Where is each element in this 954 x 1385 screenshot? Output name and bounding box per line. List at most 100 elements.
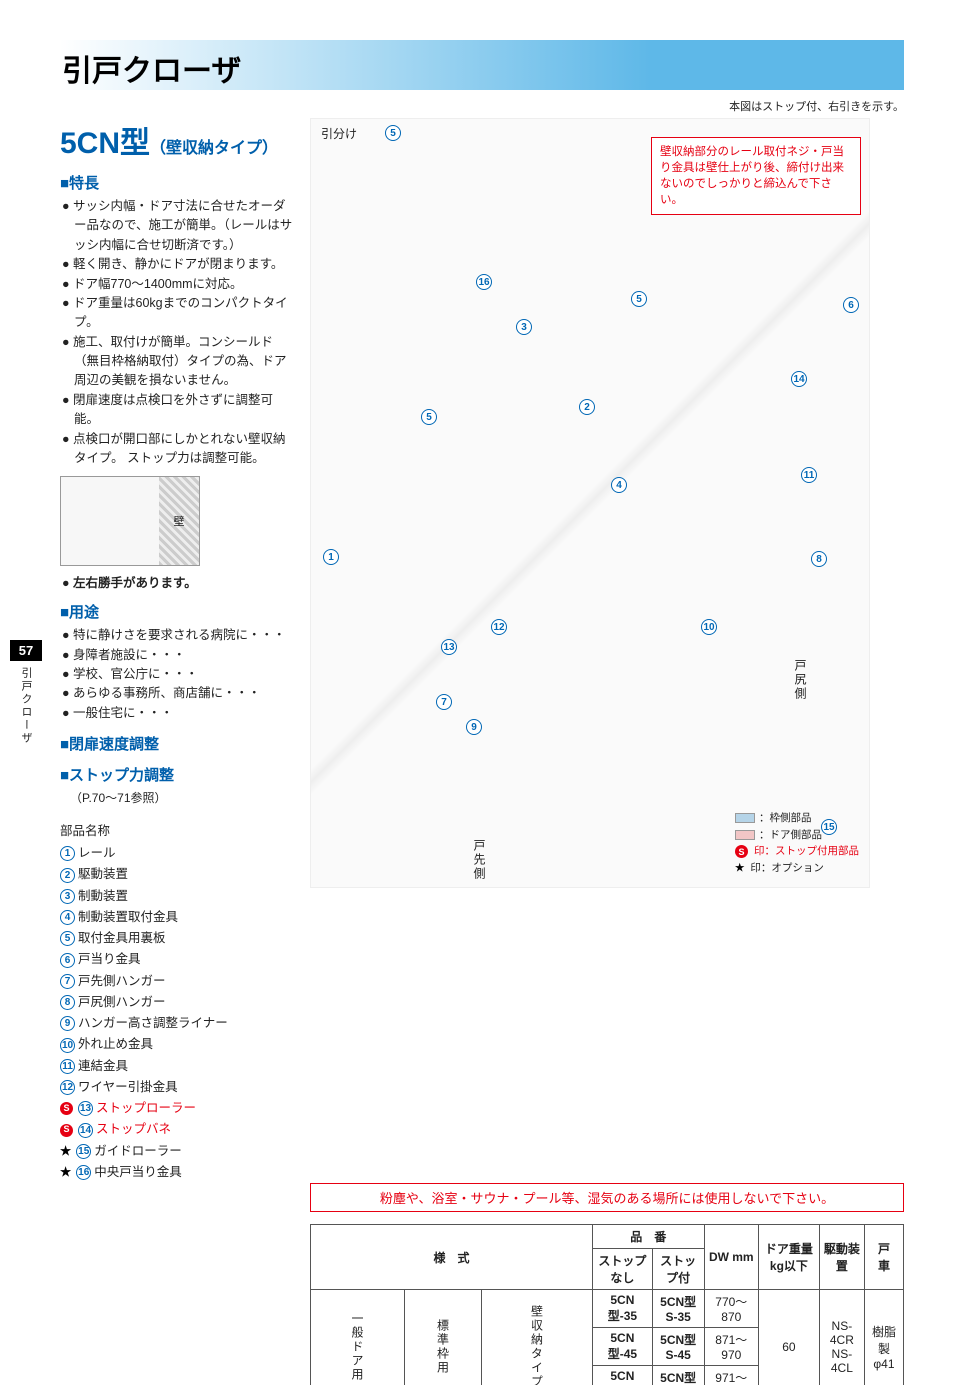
diagram-label: 7: [436, 694, 452, 710]
diagram-label: 5: [421, 409, 437, 425]
inset-label: 引分け: [321, 125, 357, 142]
part-item: 3制動装置: [60, 886, 295, 907]
spec-table: 様 式 品 番 DW mm ドア重量 kg以下 駆動装置 戸 車 ストップなし …: [310, 1224, 904, 1385]
page-ref: （P.70〜71参照）: [70, 789, 295, 806]
legend-frame-label: ：枠側部品: [759, 810, 812, 827]
cell-withstop: 5CN型S-45: [652, 1328, 704, 1366]
diagram-label: 4: [611, 477, 627, 493]
part-item: S14ストップバネ: [60, 1119, 295, 1140]
feature-item: ドア重量は60kgまでのコンパクトタイプ。: [62, 294, 295, 333]
left-column: 5CN型（壁収納タイプ） ■特長 サッシ内幅・ドア寸法に合せたオーダー品なので、…: [60, 118, 295, 1183]
legend-star-label: 印：オプション: [750, 860, 824, 877]
cell-dw: 770〜 870: [704, 1290, 758, 1328]
rowgroup-3: 壁収納タイプ: [482, 1290, 593, 1385]
rowgroup-2: 標準枠用: [405, 1290, 482, 1385]
cell-dw: 871〜 970: [704, 1328, 758, 1366]
cell-wheel: 樹脂製 φ41: [864, 1290, 903, 1385]
features-head: ■特長: [60, 172, 295, 193]
part-item: 1レール: [60, 843, 295, 864]
part-item: 6戸当り金具: [60, 949, 295, 970]
model-heading: 5CN型（壁収納タイプ）: [60, 118, 295, 162]
use-item: 一般住宅に・・・: [62, 704, 295, 723]
th-dw: DW mm: [704, 1225, 758, 1290]
th-nostop: ストップなし: [593, 1249, 653, 1290]
legend-frame: ：枠側部品: [735, 810, 859, 827]
diagram-label: 2: [579, 399, 595, 415]
page-title: 引戸クローザ: [60, 46, 241, 90]
diagram-label: 9: [466, 719, 482, 735]
cell-nostop: 5CN型-35: [593, 1290, 653, 1328]
legend-door: ：ドア側部品: [735, 827, 859, 844]
diagram-label: 10: [701, 619, 717, 635]
right-area: 引分け 壁収納部分のレール取付ネジ・戸当り金具は壁仕上がり後、締付け出来ないので…: [310, 118, 904, 888]
table-row: 一般ドア用標準枠用壁収納タイプ5CN型-355CN型S-35770〜 87060…: [311, 1290, 904, 1328]
legend-s-label: 印：ストップ付用部品: [754, 843, 859, 860]
part-item: 8戸尻側ハンガー: [60, 992, 295, 1013]
top-note: 本図はストップ付、右引きを示す。: [60, 98, 904, 114]
part-item: 9ハンガー高さ調整ライナー: [60, 1013, 295, 1034]
cell-dw: 971〜1400: [704, 1366, 758, 1385]
part-item: 7戸先側ハンガー: [60, 971, 295, 992]
part-item: ★15ガイドローラー: [60, 1141, 295, 1162]
part-item: S13ストップローラー: [60, 1098, 295, 1119]
th-drive: 駆動装置: [819, 1225, 864, 1290]
lr-note: ● 左右勝手があります。: [62, 572, 295, 591]
diagram-label: 13: [441, 639, 457, 655]
diagram-label: 6: [843, 297, 859, 313]
use-item: あらゆる事務所、商店舗に・・・: [62, 684, 295, 703]
feature-item: 点検口が開口部にしかとれない壁収納タイプ。 ストップ力は調整可能。: [62, 430, 295, 469]
wall-label: 壁: [159, 477, 199, 565]
warning-bar: 粉塵や、浴室・サウナ・プール等、湿気のある場所には使用しないで下さい。: [310, 1183, 904, 1212]
diagram-label: 16: [476, 274, 492, 290]
feature-item: サッシ内幅・ドア寸法に合せたオーダー品なので、施工が簡単。（レールはサッシ内幅に…: [62, 197, 295, 255]
door-back-label: 戸尻側: [792, 659, 809, 701]
use-item: 学校、官公庁に・・・: [62, 665, 295, 684]
legend-s: S印：ストップ付用部品: [735, 843, 859, 860]
diagram-label: 5: [631, 291, 647, 307]
legend-door-label: ：ドア側部品: [759, 827, 822, 844]
part-item: 5取付金具用裏板: [60, 928, 295, 949]
use-item: 特に静けさを要求される病院に・・・: [62, 626, 295, 645]
callout-note: 壁収納部分のレール取付ネジ・戸当り金具は壁仕上がり後、締付け出来ないのでしっかり…: [651, 137, 861, 215]
cell-withstop: 5CN型S-35: [652, 1290, 704, 1328]
model-suffix: 型: [120, 127, 150, 160]
diagram-label: 8: [811, 551, 827, 567]
diagram-label: 1: [323, 549, 339, 565]
th-style: 様 式: [311, 1225, 593, 1290]
th-withstop: ストップ付: [652, 1249, 704, 1290]
cell-withstop: 5CN型S-55: [652, 1366, 704, 1385]
cell-nostop: 5CN型-55: [593, 1366, 653, 1385]
model-sub: （壁収納タイプ）: [150, 140, 278, 157]
lr-note-text: 左右勝手があります。: [73, 576, 197, 590]
feature-item: 軽く開き、静かにドアが閉まります。: [62, 255, 295, 274]
features-list: サッシ内幅・ドア寸法に合せたオーダー品なので、施工が簡単。（レールはサッシ内幅に…: [60, 197, 295, 468]
model-main: 5CN: [60, 127, 120, 160]
feature-item: 施工、取付けが簡単。コンシールド（無目枠格納取付）タイプの為、ドア周辺の美観を損…: [62, 333, 295, 391]
rowgroup-1: 一般ドア用: [311, 1290, 405, 1385]
part-item: 11連結金具: [60, 1056, 295, 1077]
part-item: 2駆動装置: [60, 864, 295, 885]
parts-title: 部品名称: [60, 820, 295, 839]
uses-list: 特に静けさを要求される病院に・・・身障者施設に・・・学校、官公庁に・・・あらゆる…: [60, 626, 295, 723]
header-bar: 引戸クローザ: [60, 40, 904, 90]
adjust1-head: ■閉扉速度調整: [60, 733, 295, 754]
part-item: 4制動装置取付金具: [60, 907, 295, 928]
diagram-label: 3: [516, 319, 532, 335]
diagram-label: 14: [791, 371, 807, 387]
lr-note-wrap: ● 左右勝手があります。: [60, 572, 295, 591]
th-wheel: 戸 車: [864, 1225, 903, 1290]
door-front-label: 戸先側: [471, 839, 488, 881]
uses-head: ■用途: [60, 601, 295, 622]
feature-item: 閉扉速度は点検口を外さずに調整可能。: [62, 391, 295, 430]
bottom-block: 粉塵や、浴室・サウナ・プール等、湿気のある場所には使用しないで下さい。 様 式 …: [310, 1183, 904, 1385]
diagram-label: 12: [491, 619, 507, 635]
exploded-diagram: 引分け 壁収納部分のレール取付ネジ・戸当り金具は壁仕上がり後、締付け出来ないので…: [310, 118, 870, 888]
cell-nostop: 5CN型-45: [593, 1328, 653, 1366]
legend: ：枠側部品 ：ドア側部品 S印：ストップ付用部品 ★印：オプション: [735, 810, 859, 877]
th-weight: ドア重量 kg以下: [759, 1225, 820, 1290]
part-item: 10外れ止め金具: [60, 1034, 295, 1055]
feature-item: ドア幅770〜1400mmに対応。: [62, 275, 295, 294]
part-item: 12ワイヤー引掛金具: [60, 1077, 295, 1098]
diagram-placeholder: 引分け 壁収納部分のレール取付ネジ・戸当り金具は壁仕上がり後、締付け出来ないので…: [310, 118, 870, 888]
use-item: 身障者施設に・・・: [62, 646, 295, 665]
